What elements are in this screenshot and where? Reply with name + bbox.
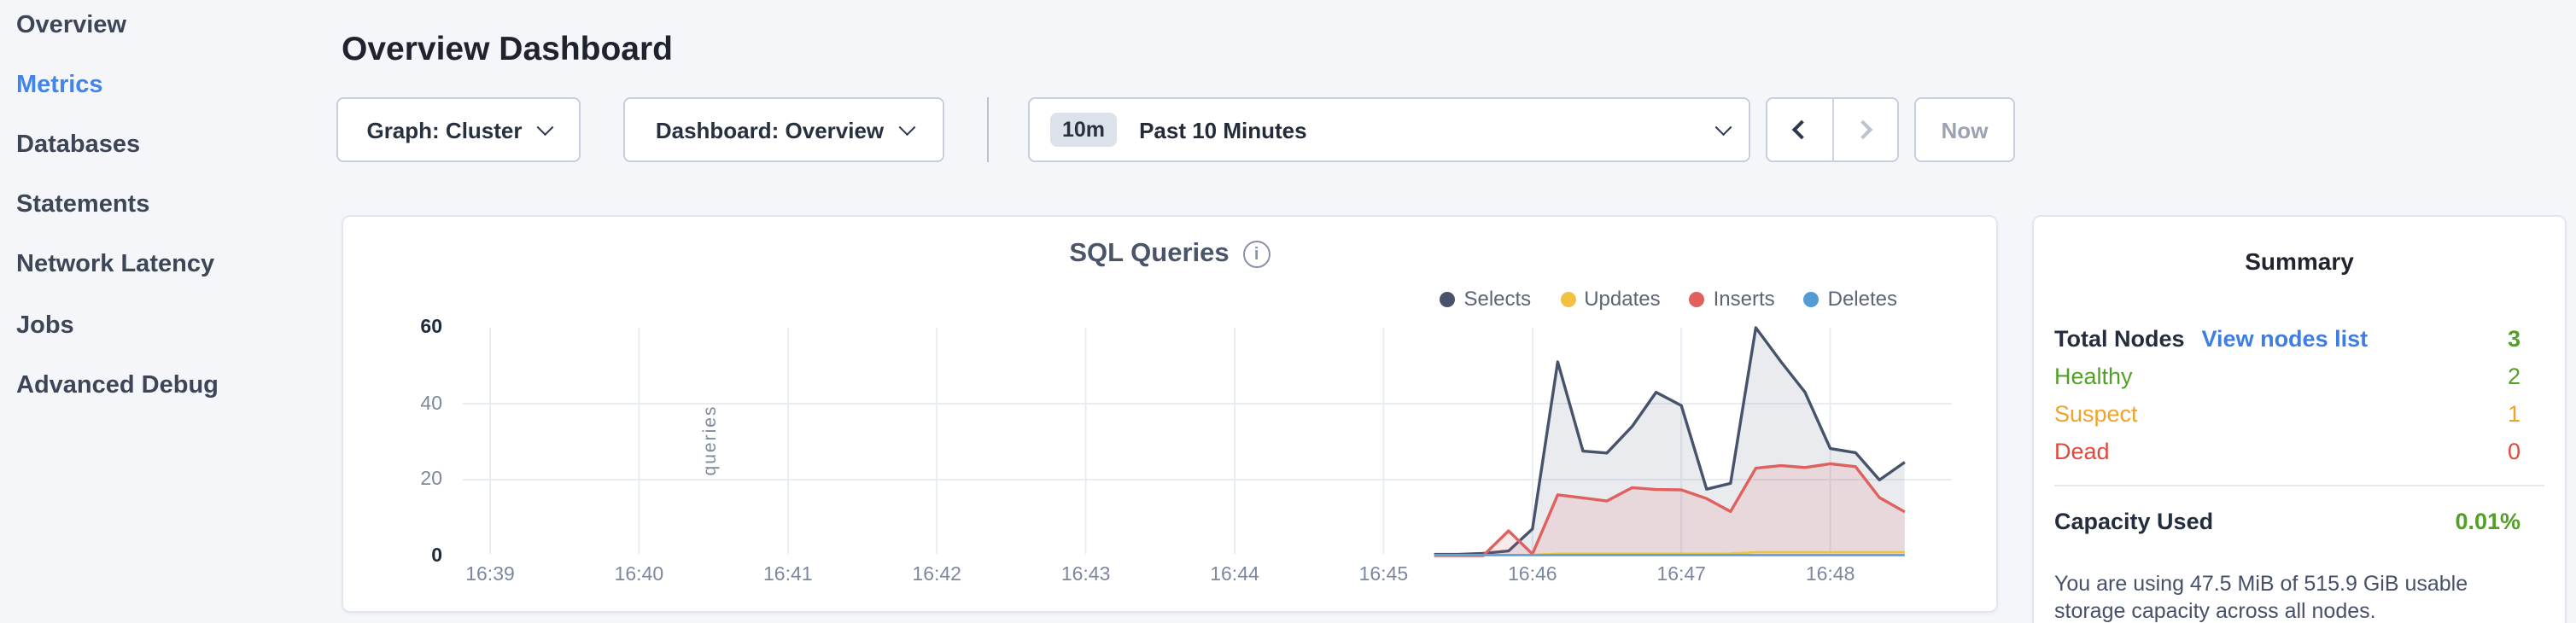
chevron-left-icon (1792, 119, 1812, 140)
sidebar-item-jobs[interactable]: Jobs (16, 312, 74, 340)
x-tick-label: 16:40 (614, 565, 664, 585)
summary-row-label: Healthy (2054, 364, 2133, 390)
x-tick-label: 16:44 (1210, 565, 1259, 585)
legend-item-inserts[interactable]: Inserts (1689, 287, 1775, 311)
sidebar-item-network-latency[interactable]: Network Latency (16, 251, 215, 279)
capacity-value: 0.01% (2455, 509, 2521, 534)
time-window-label: Past 10 Minutes (1139, 117, 1307, 143)
chevron-down-icon (1714, 118, 1731, 135)
x-tick-label: 16:43 (1060, 565, 1111, 585)
graph-dropdown[interactable]: Graph: Cluster (336, 97, 581, 162)
summary-row-value: 1 (2507, 400, 2521, 427)
sql-queries-plot[interactable] (463, 324, 1952, 563)
summary-row-label: Dead (2054, 438, 2110, 464)
now-button-label: Now (1941, 117, 1989, 143)
sidebar-item-advanced-debug[interactable]: Advanced Debug (16, 371, 219, 399)
dashboard-dropdown[interactable]: Dashboard: Overview (623, 97, 944, 162)
dashboard-dropdown-label: Dashboard: Overview (655, 117, 885, 143)
summary-row-healthy: Healthy 2 (2054, 358, 2521, 396)
summary-row-value: 2 (2507, 364, 2521, 390)
legend-dot-icon (1689, 291, 1705, 306)
legend-dot-icon (1440, 291, 1456, 306)
summary-card: Summary Total Nodes View nodes list 3 Healt… (2032, 215, 2567, 623)
summary-row-total-nodes: Total Nodes View nodes list 3 (2054, 321, 2521, 358)
summary-title: Summary (2245, 247, 2354, 275)
summary-row-dead: Dead 0 (2054, 433, 2521, 470)
previous-range-button[interactable] (1767, 99, 1831, 160)
x-tick-label: 16:46 (1508, 565, 1557, 585)
x-tick-label: 16:39 (465, 565, 515, 585)
sidebar-item-overview[interactable]: Overview (16, 11, 126, 39)
series-line-selects (1434, 326, 1906, 556)
summary-divider (2054, 485, 2544, 486)
summary-rows: Total Nodes View nodes list 3 Healthy 2 Suspe… (2054, 321, 2521, 469)
legend-dot-icon (1560, 291, 1576, 306)
sidebar: Overview Metrics Databases Statements Networ… (0, 0, 335, 623)
x-tick-label: 16:42 (912, 565, 961, 585)
legend-label: Deletes (1827, 287, 1897, 311)
capacity-label: Capacity Used (2054, 509, 2214, 534)
legend-dot-icon (1803, 291, 1820, 306)
x-tick-label: 16:45 (1358, 565, 1409, 585)
sidebar-nav: Overview Metrics Databases Statements Networ… (0, 0, 335, 416)
series-area-selects (1434, 328, 1905, 556)
sidebar-item-metrics[interactable]: Metrics (16, 71, 103, 99)
info-icon[interactable]: i (1242, 241, 1270, 268)
toolbar-divider (987, 97, 989, 162)
chart-legend: Selects Updates Inserts Deletes (1440, 287, 1897, 311)
y-tick-label: 0 (431, 545, 442, 566)
series-line-inserts (1434, 462, 1906, 557)
time-window-badge: 10m (1050, 113, 1118, 147)
legend-label: Inserts (1713, 287, 1775, 311)
legend-item-deletes[interactable]: Deletes (1803, 287, 1897, 311)
legend-label: Updates (1584, 287, 1661, 311)
sidebar-item-databases[interactable]: Databases (16, 131, 141, 159)
view-nodes-list-link[interactable]: View nodes list (2201, 326, 2369, 352)
now-button[interactable]: Now (1914, 97, 2015, 162)
chevron-down-icon (536, 118, 553, 135)
legend-item-updates[interactable]: Updates (1560, 287, 1661, 311)
x-tick-label: 16:48 (1805, 565, 1855, 585)
series-area-inserts (1434, 463, 1905, 556)
capacity-note: You are using 47.5 MiB of 515.9 GiB usab… (2054, 571, 2468, 623)
chevron-down-icon (898, 118, 914, 135)
summary-row-value: 3 (2507, 326, 2521, 352)
chart-title-row: SQL Queries i (343, 239, 1996, 270)
time-range-picker[interactable]: 10m Past 10 Minutes (1028, 97, 1750, 162)
y-tick-label: 40 (420, 393, 442, 414)
summary-row-label: Total Nodes (2054, 326, 2185, 352)
summary-row-label: Suspect (2054, 400, 2138, 427)
x-tick-label: 16:41 (763, 565, 813, 585)
y-tick-label: 60 (420, 317, 442, 338)
next-range-button[interactable] (1831, 99, 1897, 160)
x-tick-label: 16:47 (1656, 565, 1706, 585)
summary-row-suspect: Suspect 1 (2054, 395, 2521, 433)
chart-title: SQL Queries (1069, 239, 1230, 268)
graph-dropdown-label: Graph: Cluster (366, 117, 523, 143)
summary-row-value: 0 (2507, 438, 2521, 464)
chevron-right-icon (1853, 119, 1872, 140)
y-tick-label: 20 (420, 469, 442, 490)
capacity-row: Capacity Used 0.01% (2054, 509, 2521, 534)
sidebar-item-statements[interactable]: Statements (16, 191, 150, 219)
page-title: Overview Dashboard (342, 31, 673, 69)
legend-label: Selects (1463, 287, 1532, 311)
sql-queries-card: SQL Queries i Selects Updates Inserts Delet… (342, 215, 1998, 613)
time-nav-group (1766, 97, 1899, 162)
legend-item-selects[interactable]: Selects (1440, 287, 1531, 311)
